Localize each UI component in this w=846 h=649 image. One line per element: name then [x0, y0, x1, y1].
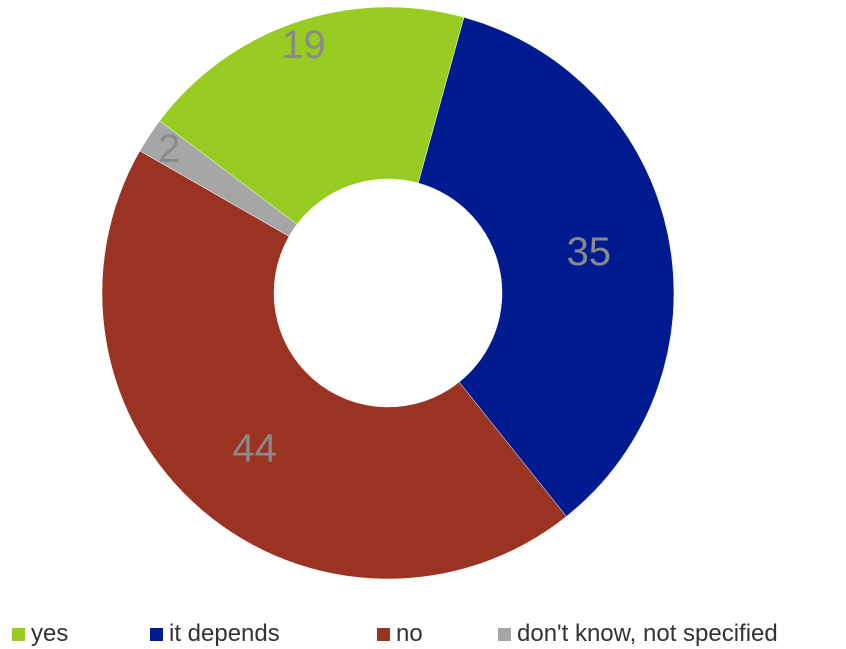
slice-dont-know	[139, 120, 298, 237]
data-label-yes: 19	[281, 23, 326, 67]
legend: yes it depends no don't know, not specif…	[0, 620, 846, 648]
legend-label-yes: yes	[31, 620, 69, 647]
data-label-dont-know: 2	[158, 127, 180, 171]
legend-label-dont-know: don't know, not specified	[517, 620, 778, 647]
legend-swatch-it-depends	[150, 627, 163, 641]
legend-swatch-no	[377, 627, 390, 641]
legend-label-it-depends: it depends	[169, 620, 280, 647]
legend-label-no: no	[396, 620, 423, 647]
legend-item-yes: yes	[12, 620, 68, 648]
data-label-it-depends: 35	[567, 230, 612, 274]
slice-it-depends	[417, 16, 675, 517]
legend-item-dont-know: don't know, not specified	[498, 620, 778, 648]
legend-swatch-dont-know	[498, 627, 511, 641]
slice-yes	[159, 6, 465, 225]
data-label-no: 44	[232, 427, 277, 471]
legend-swatch-yes	[12, 627, 25, 641]
legend-item-it-depends: it depends	[150, 620, 280, 648]
legend-item-no: no	[377, 620, 423, 648]
